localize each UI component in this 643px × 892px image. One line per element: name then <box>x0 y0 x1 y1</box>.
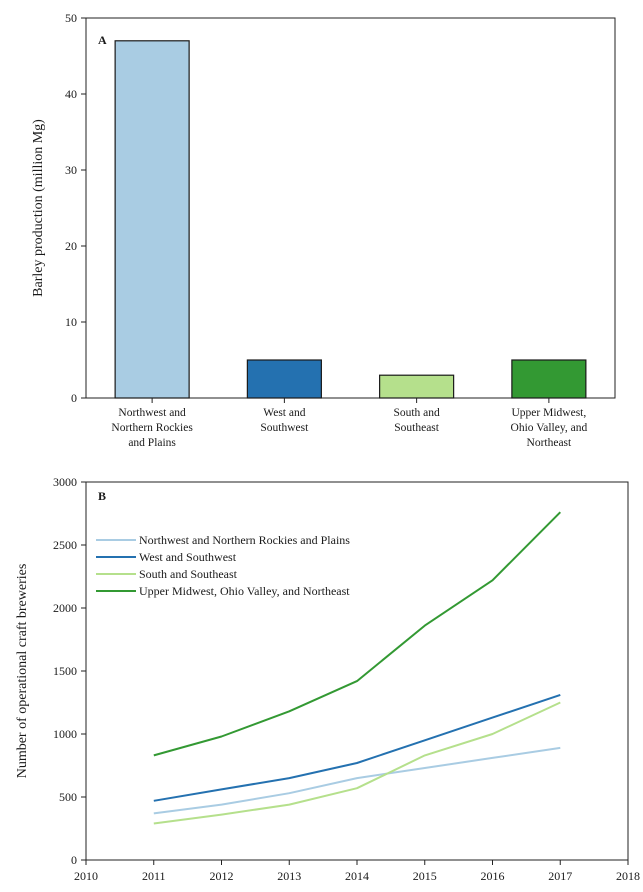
y-tick-label-a: 30 <box>65 163 77 177</box>
x-tick-label-b: 2010 <box>74 869 98 883</box>
y-tick-label-b: 2500 <box>53 538 77 552</box>
x-category-label-line: Northern Rockies <box>111 422 193 434</box>
x-category-label-line: Southwest <box>260 422 309 434</box>
y-tick-label-a: 0 <box>71 391 77 405</box>
x-tick-label-b: 2015 <box>413 869 437 883</box>
legend: Northwest and Northern Rockies and Plain… <box>96 533 350 598</box>
y-axis-label-b: Number of operational craft breweries <box>15 564 30 779</box>
y-tick-label-b: 1000 <box>53 727 77 741</box>
y-tick-label-b: 1500 <box>53 664 77 678</box>
bar <box>379 374 455 399</box>
series-line <box>153 746 561 815</box>
panel-label-b: B <box>98 489 106 503</box>
y-axis-label-a: Barley production (million Mg) <box>31 119 46 297</box>
x-category-label-line: Northeast <box>527 437 573 449</box>
y-tick-label-a: 10 <box>65 315 77 329</box>
legend-label: West and Southwest <box>139 550 237 564</box>
panel-label-a: A <box>98 33 107 47</box>
y-tick-label-a: 50 <box>65 11 77 25</box>
series-line <box>153 693 561 802</box>
panel-a-bar-chart: 0 10 20 30 40 50 A Barley production (million M… <box>31 11 616 449</box>
series-line <box>153 511 562 757</box>
x-tick-label-b: 2014 <box>345 869 369 883</box>
x-category-label: West and Southwest <box>260 407 309 434</box>
legend-label: Northwest and Northern Rockies and Plain… <box>139 533 350 547</box>
x-category-label: Northwest and Northern Rockies and Plains <box>111 407 193 449</box>
x-category-label: South and Southeast <box>393 407 440 434</box>
y-tick-label-b: 2000 <box>53 601 77 615</box>
x-category-label-line: Upper Midwest, <box>512 407 587 419</box>
x-tick-label-b: 2018 <box>616 869 640 883</box>
y-tick-label-b: 500 <box>59 790 77 804</box>
x-tick-label-b: 2017 <box>548 869 572 883</box>
y-tick-label-b: 0 <box>71 853 77 867</box>
series-line <box>153 701 561 825</box>
x-category-label: Upper Midwest, Ohio Valley, and Northeast <box>511 407 588 449</box>
x-category-label-line: Ohio Valley, and <box>511 422 588 434</box>
x-category-label-line: Northwest and <box>118 407 186 419</box>
legend-label: South and Southeast <box>139 567 238 581</box>
y-tick-label-a: 20 <box>65 239 77 253</box>
x-category-label-line: Southeast <box>394 422 440 434</box>
x-tick-label-b: 2016 <box>481 869 505 883</box>
bar <box>246 359 322 399</box>
y-tick-label-b: 3000 <box>53 475 77 489</box>
panel-b-line-chart: 0 500 1000 1500 2000 2500 3000 2010 2011 2012 2013… <box>15 475 640 883</box>
x-category-label-line: and Plains <box>128 437 176 449</box>
x-tick-label-b: 2012 <box>210 869 234 883</box>
bar <box>511 359 587 399</box>
x-tick-label-b: 2013 <box>277 869 301 883</box>
plot-frame-a <box>85 17 616 399</box>
x-category-label-line: West and <box>263 407 305 419</box>
legend-label: Upper Midwest, Ohio Valley, and Northeas… <box>139 584 350 598</box>
x-tick-label-b: 2011 <box>142 869 166 883</box>
bar <box>114 40 190 399</box>
y-tick-label-a: 40 <box>65 87 77 101</box>
x-category-label-line: South and <box>393 407 440 419</box>
